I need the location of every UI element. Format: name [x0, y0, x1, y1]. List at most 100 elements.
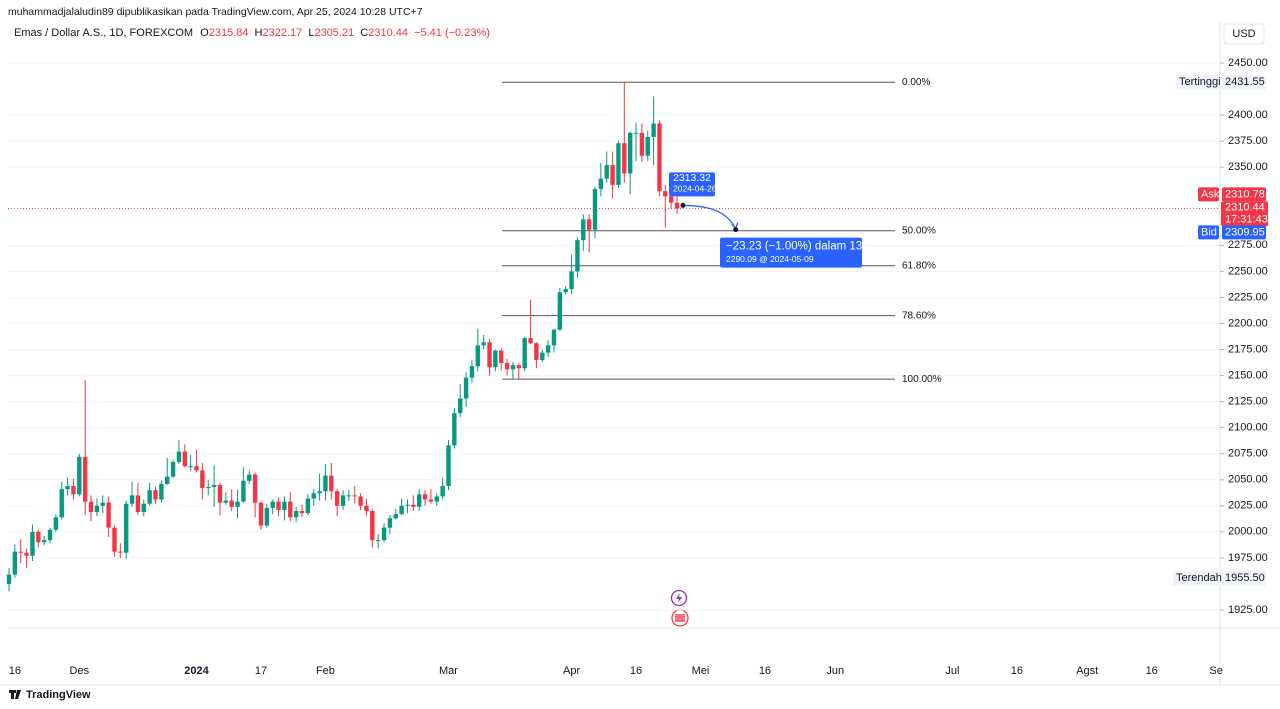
- x-tick-label: 16: [1146, 665, 1158, 677]
- candle-body: [657, 123, 662, 192]
- candle-body: [522, 338, 527, 369]
- x-tick-label: Jul: [945, 665, 959, 677]
- candle-body: [159, 483, 164, 500]
- x-tick-label: 17: [255, 665, 267, 677]
- fib-label: 50.00%: [902, 225, 936, 236]
- candle-body: [176, 451, 182, 463]
- candle-body: [41, 540, 47, 543]
- candle-body: [118, 551, 123, 553]
- x-tick-label: Mar: [439, 665, 458, 677]
- fib-label: 100.00%: [902, 374, 942, 385]
- candle-body: [329, 475, 334, 492]
- currency[interactable]: USD: [1232, 28, 1255, 40]
- candle-body: [469, 366, 475, 378]
- legend: Emas / Dollar A.S., 1D, FOREXCOM O2315.8…: [14, 27, 490, 39]
- x-tick-label: Agst: [1076, 665, 1098, 677]
- highest-label: Tertinggi: [1179, 76, 1221, 88]
- published-note: muhammadjalaludin89 dipublikasikan pada …: [8, 6, 423, 18]
- countdown: 17:31:43: [1225, 213, 1268, 225]
- candle-body: [645, 136, 650, 156]
- highest-value-box: [1222, 74, 1266, 90]
- candle-body: [504, 363, 510, 370]
- candle-body: [165, 476, 170, 484]
- candle-body: [428, 499, 434, 502]
- candle-body: [381, 527, 387, 541]
- candle-body: [563, 289, 568, 293]
- lowest-label-box: [1173, 570, 1219, 586]
- candle-body: [188, 466, 193, 468]
- candle-body: [36, 531, 41, 543]
- candle-body: [147, 490, 152, 504]
- candle-body: [53, 517, 59, 530]
- candle-body: [499, 350, 504, 364]
- x-tick-label: Des: [70, 665, 90, 677]
- x-tick-label: Apr: [563, 665, 580, 677]
- candle-body: [340, 495, 346, 506]
- candle-body: [493, 350, 498, 368]
- candle-body: [422, 494, 428, 500]
- lowest-label: Terendah: [1176, 572, 1222, 584]
- candle-body: [651, 123, 656, 137]
- projection-start-box: [669, 172, 715, 197]
- candle-body: [129, 495, 135, 504]
- candle-body: [305, 498, 311, 514]
- y-tick-label: 2075.00: [1228, 448, 1268, 460]
- fib-label: 61.80%: [902, 260, 936, 271]
- candle-body: [264, 507, 270, 526]
- y-tick-label: 2450.00: [1228, 57, 1268, 69]
- candle-body: [223, 500, 229, 503]
- y-tick-label: 2275.00: [1228, 239, 1268, 251]
- candle-body: [323, 475, 328, 492]
- y-tick-label: 2175.00: [1228, 343, 1268, 355]
- ask-label: Ask: [1201, 188, 1220, 200]
- candle-body: [288, 501, 293, 518]
- flag: [675, 614, 685, 622]
- candle-body: [475, 345, 480, 367]
- currency-box[interactable]: [1223, 23, 1265, 45]
- y-tick-label: 2400.00: [1228, 109, 1268, 121]
- candle-body: [604, 165, 609, 179]
- candle-body: [581, 219, 586, 241]
- ohlc-value: 2310.44: [368, 27, 408, 39]
- x-tick-label: 16: [630, 665, 642, 677]
- candle-body: [71, 486, 76, 495]
- candle-body: [375, 540, 381, 542]
- ohlc-value: 2322.17: [263, 27, 303, 39]
- candle-body: [270, 501, 275, 508]
- candle-body: [481, 342, 486, 346]
- projection-start-date: 2024-04-26: [673, 184, 717, 194]
- candle-body: [211, 484, 217, 488]
- candle-body: [633, 132, 639, 134]
- candle-body: [446, 445, 451, 487]
- candle-body: [229, 500, 234, 507]
- y-tick-label: 2350.00: [1228, 161, 1268, 173]
- candle-body: [586, 219, 592, 230]
- projection-change: −23.23 (−1.00%) dalam 13d: [726, 241, 869, 253]
- y-tick-label: 2250.00: [1228, 265, 1268, 277]
- candle-body: [627, 132, 633, 174]
- candle-body: [106, 502, 111, 528]
- candle-body: [82, 456, 88, 502]
- candle-body: [317, 491, 322, 494]
- candle-body: [170, 462, 176, 477]
- x-tick-label: Jun: [826, 665, 844, 677]
- candle-body: [534, 343, 539, 360]
- projection-target: 2290.09 @ 2024-05-09: [726, 254, 814, 264]
- candle-body: [440, 486, 445, 497]
- y-tick-label: 2375.00: [1228, 135, 1268, 147]
- ask-label-box: [1198, 187, 1219, 202]
- candle-body: [241, 480, 246, 502]
- projection-start: [680, 202, 686, 208]
- x-tick-label: Feb: [316, 665, 335, 677]
- candle-body: [18, 551, 23, 553]
- last-price-box: [1221, 201, 1268, 227]
- ohlc-value: 2315.84: [209, 27, 249, 39]
- candle-body: [88, 501, 94, 513]
- candle-body: [12, 551, 18, 575]
- candle-body: [569, 271, 574, 290]
- candle-body: [622, 143, 627, 174]
- y-tick-label: 2050.00: [1228, 474, 1268, 486]
- fib-label: 0.00%: [902, 77, 930, 88]
